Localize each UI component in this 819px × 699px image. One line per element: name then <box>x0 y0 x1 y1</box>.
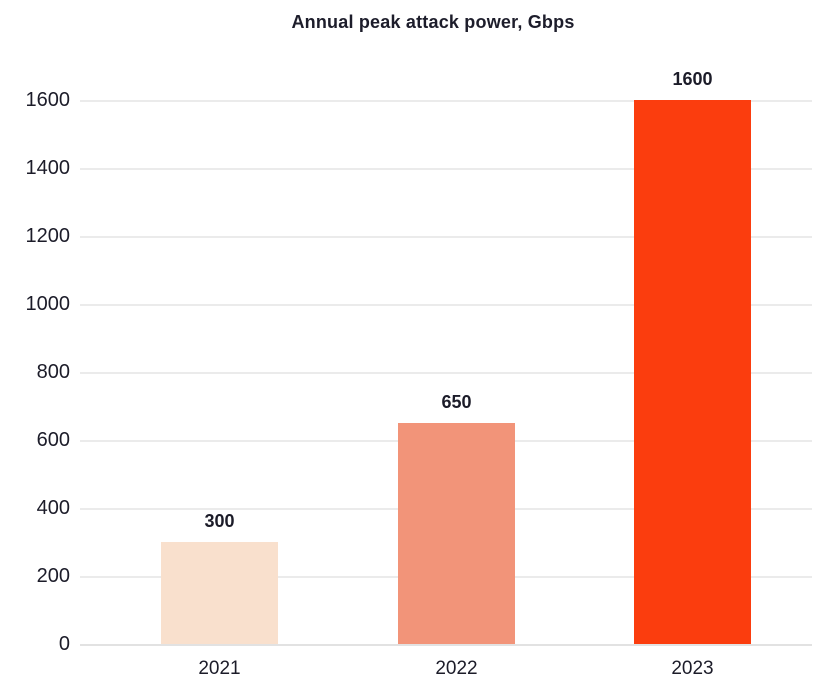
bar-2021 <box>161 542 278 644</box>
chart-title: Annual peak attack power, Gbps <box>291 12 575 32</box>
bar-value-label: 1600 <box>672 69 713 89</box>
y-axis-tick-label: 800 <box>36 361 70 383</box>
bar-value-label: 300 <box>204 511 235 531</box>
y-axis-tick-label: 1600 <box>25 89 71 111</box>
bar-2022 <box>398 423 515 644</box>
gridline <box>80 100 812 102</box>
x-axis-line <box>80 644 812 646</box>
x-axis-tick-label: 2021 <box>198 658 241 679</box>
gridline <box>80 236 812 238</box>
gridline <box>80 304 812 306</box>
plot-area: 300 650 1600 <box>80 69 812 646</box>
y-axis-tick-label: 1000 <box>25 293 71 315</box>
y-axis-tick-label: 600 <box>36 429 70 451</box>
y-axis-tick-label: 0 <box>58 633 70 655</box>
y-axis-tick-label: 1200 <box>25 225 71 247</box>
x-axis-tick-label: 2023 <box>671 658 714 679</box>
bar-value-label: 650 <box>441 392 472 412</box>
y-axis-tick-label: 1400 <box>25 157 71 179</box>
gridline <box>80 168 812 170</box>
y-axis-tick-label: 400 <box>36 497 70 519</box>
gridline <box>80 372 812 374</box>
x-axis-tick-label: 2022 <box>435 658 478 679</box>
y-axis-tick-label: 200 <box>36 565 70 587</box>
bar-2023 <box>634 100 751 644</box>
